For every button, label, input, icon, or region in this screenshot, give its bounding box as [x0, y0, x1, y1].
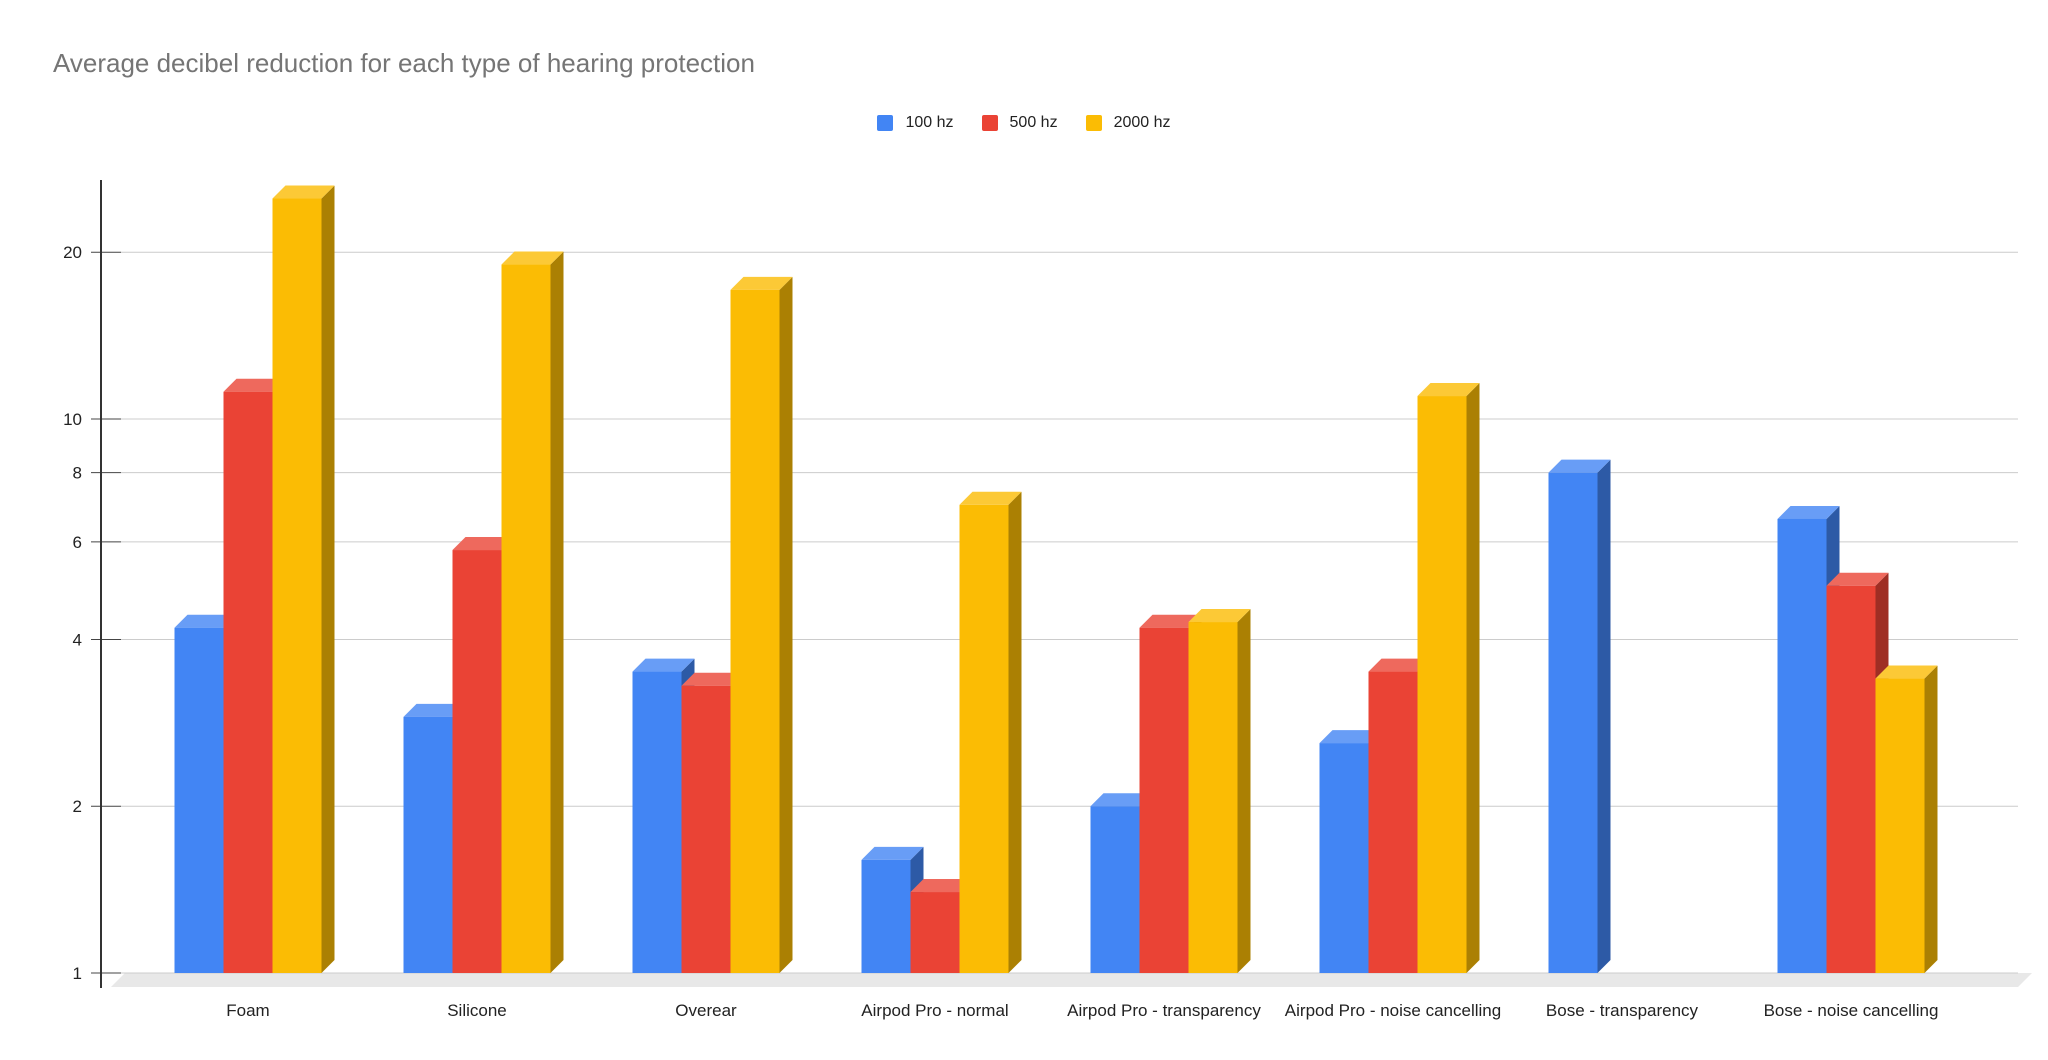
bar-front [910, 892, 960, 973]
bar-front [452, 550, 502, 973]
bar-top [174, 614, 237, 628]
x-tick-label: Foam [226, 1001, 269, 1020]
legend-item-2000-hz: 2000 hz [1085, 114, 1171, 132]
chart-legend: 100 hz 500 hz 2000 hz [0, 114, 2048, 132]
bar-top [1188, 609, 1251, 623]
bar-top [632, 658, 695, 672]
bar-front [1188, 622, 1238, 973]
bar-top [1417, 383, 1480, 397]
bar-top [1826, 572, 1889, 586]
bar-top [681, 672, 744, 686]
bar-front [1368, 671, 1418, 973]
bar-top [959, 491, 1022, 505]
bar-airpod-pro-normal-2000-hz [959, 491, 1022, 973]
bar-side [1237, 609, 1251, 973]
bar-front [1090, 806, 1140, 973]
bar-front [403, 716, 453, 973]
bar-side [1008, 491, 1022, 973]
legend-item-500-hz: 500 hz [981, 114, 1058, 132]
legend-swatch [1085, 115, 1102, 131]
bar-top [1875, 665, 1938, 679]
bar-front [1826, 585, 1876, 973]
legend-label: 100 hz [905, 114, 954, 131]
bar-front [223, 391, 273, 973]
legend-swatch [981, 115, 998, 131]
bar-airpod-pro-transparency-2000-hz [1188, 609, 1251, 973]
y-tick-label: 8 [73, 464, 82, 483]
bar-front [1777, 518, 1827, 973]
x-tick-label: Airpod Pro - transparency [1067, 1001, 1261, 1020]
x-tick-label: Airpod Pro - normal [861, 1001, 1008, 1020]
bar-side [321, 185, 335, 973]
bar-side [1924, 665, 1938, 973]
legend-swatch [877, 115, 894, 131]
bar-top [1548, 459, 1611, 473]
bar-side [1597, 459, 1611, 973]
bar-front [1319, 743, 1369, 973]
bar-front [1417, 396, 1467, 973]
bar-overear-2000-hz [730, 276, 793, 974]
bar-bose-transparency-100-hz [1548, 459, 1611, 973]
bar-top [403, 703, 466, 717]
bar-front [959, 504, 1009, 973]
x-tick-label: Silicone [447, 1001, 507, 1020]
bar-airpod-pro-noise-cancelling-2000-hz [1417, 383, 1480, 973]
legend-label: 500 hz [1009, 114, 1058, 131]
bar-top [272, 185, 335, 199]
bar-front [730, 289, 780, 974]
bar-top [1319, 730, 1382, 744]
legend-item-100-hz: 100 hz [877, 114, 954, 132]
chart-title: Average decibel reduction for each type … [53, 48, 755, 78]
bar-top [1090, 793, 1153, 807]
bar-front [632, 671, 682, 973]
x-tick-label: Bose - noise cancelling [1764, 1001, 1939, 1020]
bar-front [1875, 678, 1925, 973]
y-tick-label: 20 [63, 243, 82, 262]
bar-side [550, 251, 564, 973]
bar-front [174, 627, 224, 973]
bar-top [861, 846, 924, 860]
bar-front [861, 859, 911, 973]
x-tick-label: Overear [675, 1001, 737, 1020]
bar-top [730, 276, 793, 290]
bar-side [1466, 383, 1480, 973]
bar-bose-noise-cancelling-2000-hz [1875, 665, 1938, 973]
bar-top [223, 378, 286, 392]
x-tick-label: Bose - transparency [1546, 1001, 1699, 1020]
y-tick-label: 2 [73, 797, 82, 816]
y-tick-label: 10 [63, 410, 82, 429]
x-tick-label: Airpod Pro - noise cancelling [1285, 1001, 1501, 1020]
bar-top [1139, 614, 1202, 628]
bar-top [1368, 658, 1431, 672]
bar-side [779, 276, 793, 974]
bar-top [452, 537, 515, 551]
bar-front [1139, 627, 1189, 973]
y-tick-label: 4 [73, 630, 82, 649]
bar-top [910, 879, 973, 893]
bar-silicone-2000-hz [501, 251, 564, 973]
bar-front [272, 198, 322, 973]
y-tick-label: 1 [73, 964, 82, 983]
bar-front [501, 264, 551, 973]
y-tick-label: 6 [73, 533, 82, 552]
bar-front [1548, 472, 1598, 973]
bar-top [1777, 505, 1840, 519]
legend-label: 2000 hz [1113, 114, 1171, 131]
chart-floor [111, 973, 2032, 987]
bar-foam-2000-hz [272, 185, 335, 973]
bar-top [501, 251, 564, 265]
bar-front [681, 685, 731, 973]
